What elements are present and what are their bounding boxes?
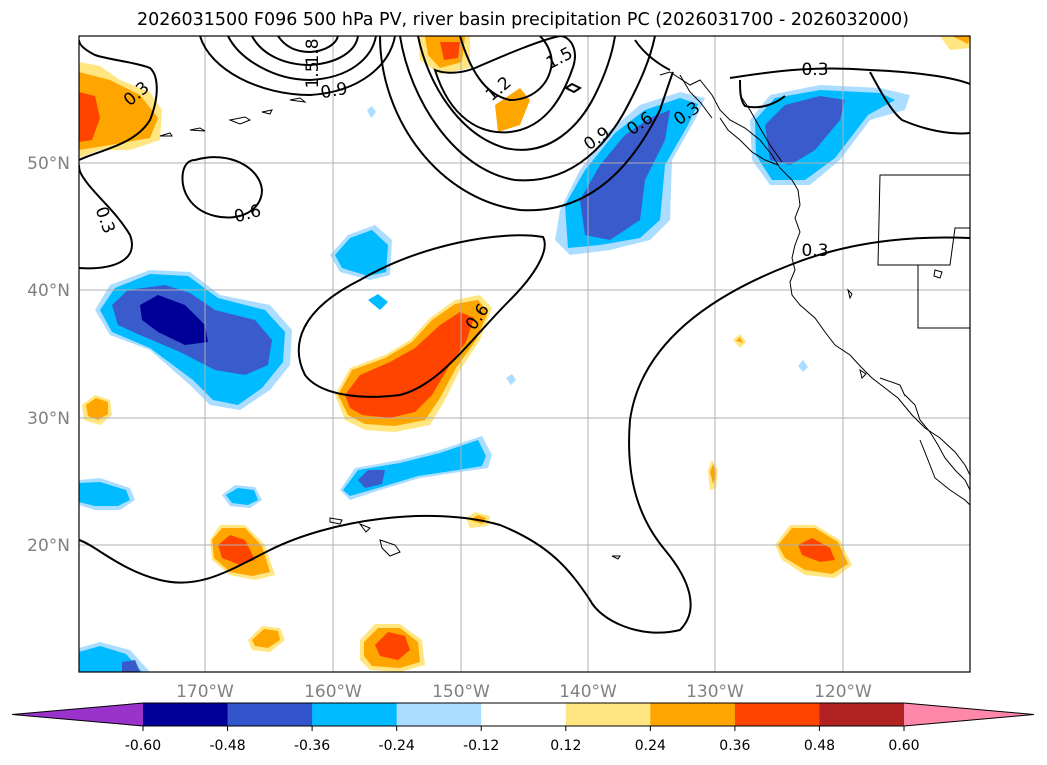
precip-shading [79, 36, 970, 672]
contour-label: 0.3 [801, 241, 828, 261]
colorbar: -0.60 -0.48 -0.36 -0.24 -0.12 0.12 0.24 0.36 0.4… [11, 702, 1035, 754]
colorbar-tick-label: 0.12 [550, 738, 581, 754]
lon-label: 130°W [686, 682, 744, 702]
colorbar-segment [481, 703, 567, 726]
colorbar-segment [312, 703, 398, 726]
colorbar-tick-label: -0.48 [209, 738, 245, 754]
colorbar-tick-label: 0.60 [888, 738, 919, 754]
colorbar-segment [227, 703, 313, 726]
colorbar-tick-label: 0.36 [719, 738, 750, 754]
contour-label: 1.5 [303, 61, 323, 88]
colorbar-segment [396, 703, 482, 726]
colorbar-tick-label: -0.36 [294, 738, 330, 754]
lon-label: 120°W [814, 682, 872, 702]
colorbar-tick-label: -0.12 [463, 738, 499, 754]
map-frame [78, 35, 971, 673]
lon-label: 150°W [432, 682, 490, 702]
colorbar-extend-min [12, 703, 143, 726]
map-area: 0.3 0.3 0.3 0.3 0.6 0.6 0.6 0.9 0.9 1.2 … [79, 36, 970, 672]
colorbar-extend-max [904, 703, 1034, 726]
lat-label: 30°N [27, 409, 70, 429]
lat-label: 40°N [27, 281, 70, 301]
colorbar-segment [819, 703, 905, 726]
colorbar-segment [734, 703, 820, 726]
colorbar-segment [143, 703, 229, 726]
colorbar-tick-label: 0.24 [635, 738, 666, 754]
colorbar-tick-label: -0.60 [125, 738, 161, 754]
colorbar-tick-label: -0.24 [379, 738, 415, 754]
contour-label: 0.3 [801, 60, 828, 80]
colorbar-segment [565, 703, 651, 726]
lon-label: 140°W [559, 682, 617, 702]
lon-label: 170°W [176, 682, 234, 702]
pv-contours [79, 36, 970, 634]
contour-label: 1.8 [303, 38, 323, 65]
figure-title: 2026031500 F096 500 hPa PV, river basin … [137, 10, 909, 30]
contour-label: 0.9 [319, 79, 349, 103]
colorbar-segment [650, 703, 736, 726]
graticule [79, 36, 970, 672]
latitude-axis: 50°N 40°N 30°N 20°N [27, 154, 70, 556]
lat-label: 20°N [27, 536, 70, 556]
lat-label: 50°N [27, 154, 70, 174]
lon-label: 160°W [304, 682, 362, 702]
colorbar-tick-label: 0.48 [804, 738, 835, 754]
longitude-axis: 170°W 160°W 150°W 140°W 130°W 120°W [176, 682, 872, 702]
